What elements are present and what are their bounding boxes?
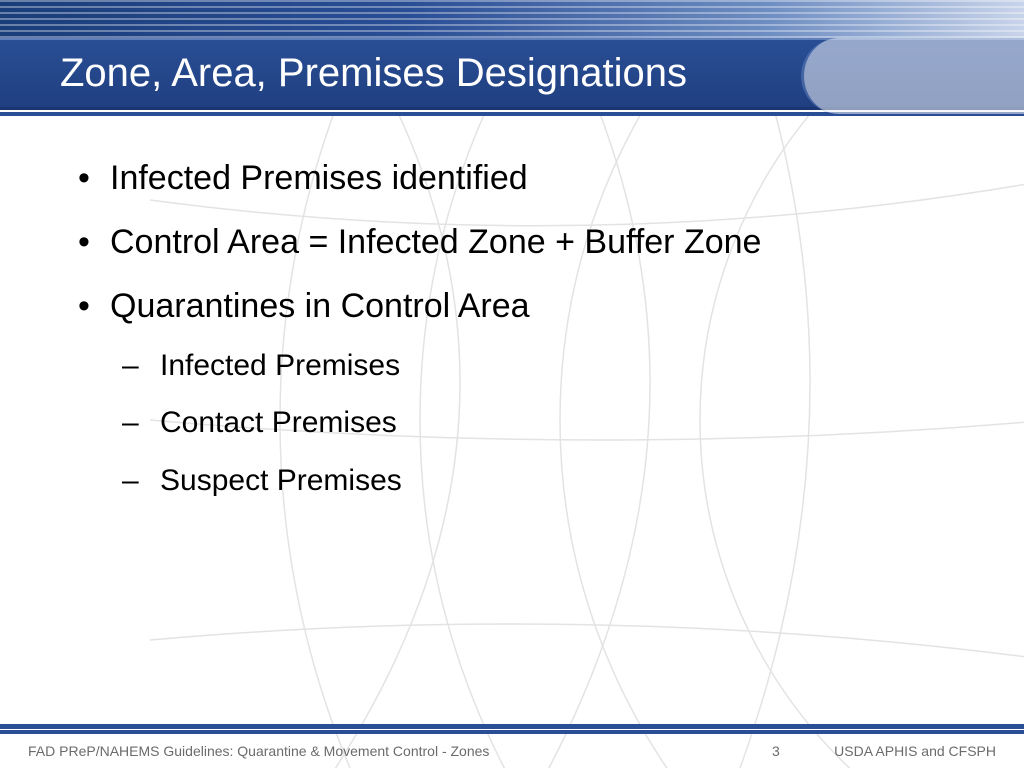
slide-header: Zone, Area, Premises Designations: [0, 0, 1024, 116]
footer-right: USDA APHIS and CFSPH: [834, 743, 996, 759]
slide-body: Infected Premises identified Control Are…: [0, 116, 1024, 502]
bullet-item: Quarantines in Control Area Infected Pre…: [70, 284, 954, 502]
slide-footer: FAD PReP/NAHEMS Guidelines: Quarantine &…: [0, 734, 1024, 768]
subbullet-item: Contact Premises: [110, 401, 954, 445]
subbullet-item: Infected Premises: [110, 344, 954, 388]
bullet-text: Infected Premises identified: [110, 159, 528, 197]
bullet-item: Infected Premises identified: [70, 156, 954, 202]
subbullet-text: Infected Premises: [160, 349, 400, 382]
footer-rule: [0, 724, 1024, 734]
subbullet-text: Contact Premises: [160, 406, 397, 439]
subbullet-item: Suspect Premises: [110, 459, 954, 503]
header-stripes: [0, 0, 1024, 38]
subbullet-text: Suspect Premises: [160, 464, 402, 497]
footer-left: FAD PReP/NAHEMS Guidelines: Quarantine &…: [28, 743, 489, 759]
title-bar: Zone, Area, Premises Designations: [0, 38, 1024, 110]
slide-title: Zone, Area, Premises Designations: [60, 51, 687, 96]
bullet-item: Control Area = Infected Zone + Buffer Zo…: [70, 220, 954, 266]
footer-page-number: 3: [772, 743, 780, 759]
bullet-text: Control Area = Infected Zone + Buffer Zo…: [110, 223, 761, 261]
bullet-text: Quarantines in Control Area: [110, 287, 530, 325]
